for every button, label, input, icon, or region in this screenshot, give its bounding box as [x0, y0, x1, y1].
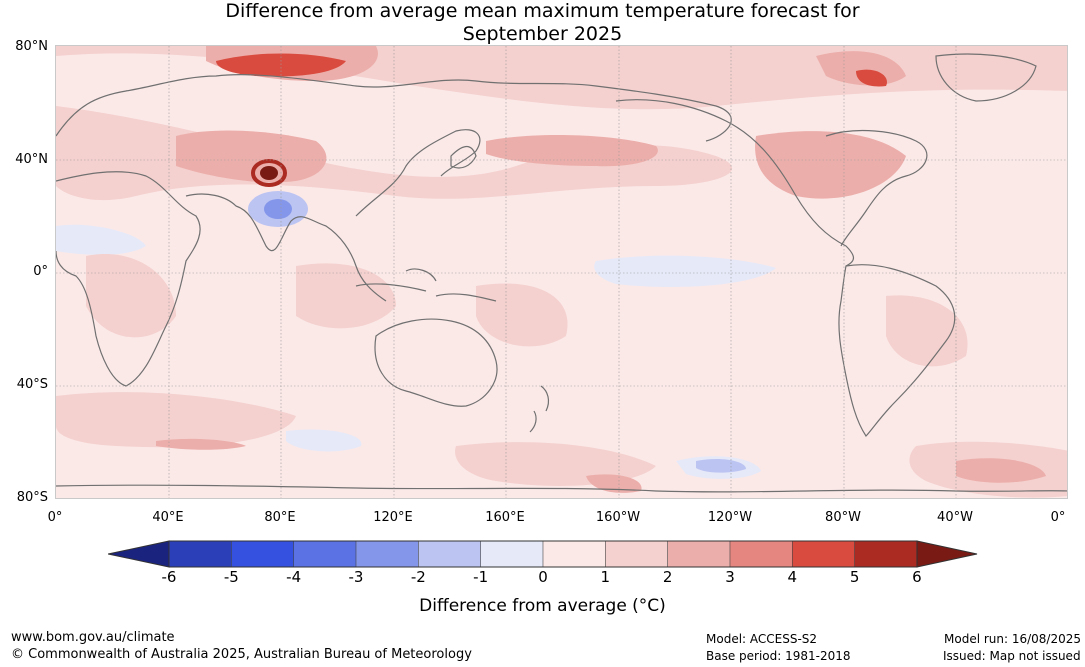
- lon-label-40w: 40°W: [937, 510, 973, 525]
- colorbar-cell: [605, 540, 669, 568]
- colorbar-cell: [418, 540, 482, 568]
- footer-model: Model: ACCESS-S2: [706, 632, 818, 646]
- footer-issued: Issued: Map not issued: [943, 649, 1081, 663]
- footer-base-period: Base period: 1981-2018: [706, 649, 851, 663]
- anomaly-region: [476, 283, 568, 347]
- lat-label-40n: 40°N: [15, 152, 48, 167]
- anomaly-region: [594, 255, 776, 288]
- colorbar-tick-label: 2: [662, 568, 673, 586]
- map-title: Difference from average mean maximum tem…: [0, 0, 1085, 46]
- colorbar-cell: [791, 540, 856, 568]
- colorbar-tick-label: 6: [912, 568, 922, 586]
- lon-label-40e: 40°E: [152, 510, 184, 525]
- footer-copyright: © Commonwealth of Australia 2025, Austra…: [11, 647, 472, 662]
- footer-website: www.bom.gov.au/climate: [11, 630, 175, 645]
- colorbar-cell: [854, 540, 918, 568]
- coastline-australia: [374, 318, 498, 407]
- lon-label-0-left: 0°: [47, 510, 63, 525]
- coastline-south-america: [838, 264, 956, 437]
- colorbar-tick-label: -2: [410, 568, 426, 586]
- lat-label-80s: 80°S: [16, 490, 48, 505]
- coastline-japan: [450, 146, 477, 169]
- lon-label-120w: 120°W: [707, 510, 753, 525]
- colorbar-cell: [667, 540, 731, 568]
- anomaly-region: [260, 166, 278, 180]
- colorbar-tick-label: 3: [725, 568, 735, 586]
- anomaly-region: [886, 295, 968, 367]
- footer-model-run: Model run: 16/08/2025: [944, 632, 1082, 646]
- anomaly-region: [296, 263, 396, 329]
- coastline-north-america: [615, 99, 928, 267]
- lon-label-120e: 120°E: [373, 510, 413, 525]
- lon-label-80w: 80°W: [825, 510, 861, 525]
- map-canvas: [56, 46, 1067, 498]
- forecast-map: [55, 45, 1068, 499]
- colorbar-cell: [729, 540, 794, 568]
- lat-label-0: 0°: [33, 264, 48, 279]
- anomaly-region: [56, 224, 146, 255]
- colorbar-cell: [168, 540, 233, 568]
- coastline-indonesia: [355, 268, 497, 302]
- anomaly-region: [86, 254, 176, 338]
- colorbar-tick-label: 0: [538, 568, 548, 586]
- anomaly-region: [251, 159, 287, 187]
- lon-label-160w: 160°W: [595, 510, 641, 525]
- title-line-1: Difference from average mean maximum tem…: [225, 0, 860, 22]
- anomaly-region: [264, 199, 292, 219]
- anomaly-region: [156, 438, 246, 450]
- colorbar-cell: [542, 540, 607, 568]
- coastline-africa: [56, 171, 201, 387]
- colorbar-cell: [231, 540, 295, 568]
- colorbar-tick-label: 1: [600, 568, 611, 586]
- colorbar-tick-label: -3: [348, 568, 364, 586]
- coastline-antarctica: [56, 484, 1067, 493]
- anomaly-region: [696, 458, 746, 473]
- lat-label-40s: 40°S: [16, 377, 48, 392]
- coastline-eurasia: [56, 74, 732, 142]
- colorbar-extension-low: [108, 540, 170, 568]
- colorbar-tick-label: -1: [473, 568, 489, 586]
- title-line-2: September 2025: [462, 23, 623, 45]
- lat-label-80n: 80°N: [15, 39, 48, 54]
- anomaly-region: [486, 134, 658, 167]
- graticule: [56, 46, 1067, 498]
- anomaly-region: [586, 474, 642, 493]
- anomaly-regions: [56, 46, 1067, 498]
- colorbar-label: Difference from average (°C): [419, 596, 666, 616]
- lon-label-0-right: 0°: [1050, 510, 1066, 525]
- colorbar-tick-label: -4: [286, 568, 302, 586]
- colorbar-extension-high: [916, 540, 978, 568]
- colorbar-tick-label: 5: [849, 568, 860, 586]
- colorbar-cell: [480, 540, 544, 568]
- coastline-south-asia: [185, 193, 387, 302]
- coastline-new-zealand: [529, 385, 550, 433]
- coastline-east-asia: [355, 129, 481, 217]
- anomaly-region: [56, 392, 296, 448]
- colorbar-tick-label: -5: [223, 568, 239, 586]
- anomaly-region: [286, 429, 362, 452]
- anomaly-region: [956, 458, 1046, 483]
- coastlines: [56, 53, 1067, 493]
- lon-label-160e: 160°E: [485, 510, 525, 525]
- colorbar-tick-label: 4: [787, 568, 798, 586]
- colorbar-tick-label: -6: [161, 568, 177, 586]
- anomaly-region: [856, 69, 887, 87]
- lon-label-80e: 80°E: [264, 510, 296, 525]
- colorbar-cell: [293, 540, 357, 568]
- anomaly-region: [176, 130, 327, 183]
- coastline-greenland: [935, 53, 1037, 102]
- anomaly-region: [755, 131, 906, 199]
- colorbar: [108, 540, 978, 568]
- colorbar-cell: [355, 540, 420, 568]
